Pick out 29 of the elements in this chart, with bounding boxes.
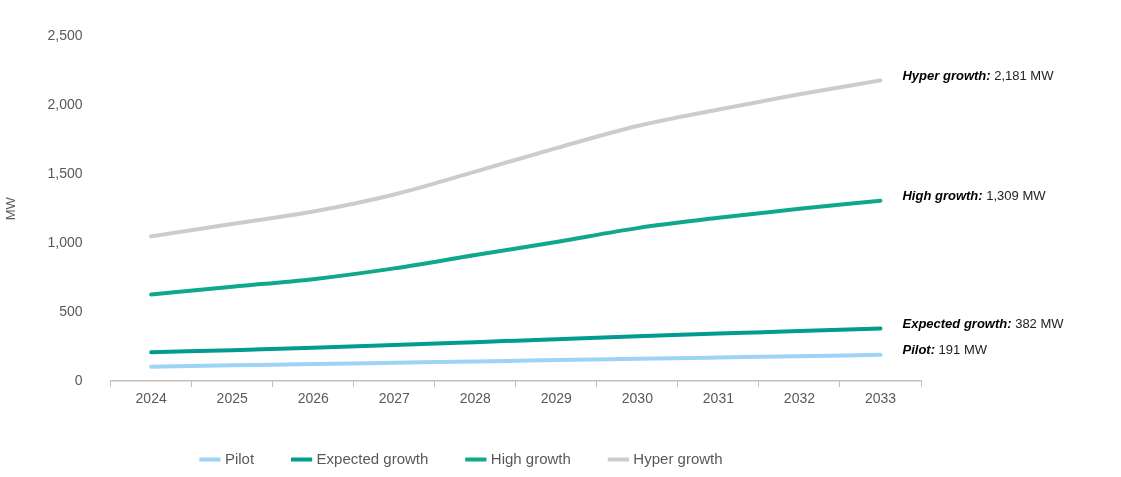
x-tick-label: 2031 xyxy=(702,390,735,407)
legend-label: Expected growth xyxy=(316,449,429,467)
x-tick-label: 2030 xyxy=(621,390,654,407)
y-tick-label: 500 xyxy=(59,303,83,320)
x-tick-label: 2029 xyxy=(540,390,573,407)
x-tick-label: 2032 xyxy=(783,390,816,407)
legend-label: High growth xyxy=(490,449,571,467)
y-tick-label: 2,500 xyxy=(47,27,83,44)
line-series xyxy=(149,78,883,239)
x-tick-label: 2026 xyxy=(297,390,330,407)
x-tick-label: 2027 xyxy=(378,390,411,407)
x-tick-label: 2028 xyxy=(459,390,492,407)
x-tick-label: 2024 xyxy=(135,390,167,407)
annotation: Pilot: 191 MW xyxy=(902,342,988,358)
y-tick-label: 2,000 xyxy=(47,96,83,113)
annotation: Hyper growth: 2,181 MW xyxy=(902,67,1055,83)
line-series xyxy=(149,326,883,355)
y-tick-label: 1,500 xyxy=(47,165,83,182)
line-series xyxy=(149,198,883,297)
legend-label: Pilot xyxy=(224,449,255,467)
line-series xyxy=(149,352,883,369)
legend-label: Hyper growth xyxy=(633,449,723,467)
y-tick-label: 0 xyxy=(74,372,83,389)
y-tick-label: 1,000 xyxy=(47,234,83,251)
x-tick-label: 2033 xyxy=(864,390,897,407)
x-tick-label: 2025 xyxy=(216,390,248,407)
annotation: Expected growth: 382 MW xyxy=(902,316,1065,332)
annotation: High growth: 1,309 MW xyxy=(902,188,1047,204)
y-axis-title: MW xyxy=(3,196,19,221)
